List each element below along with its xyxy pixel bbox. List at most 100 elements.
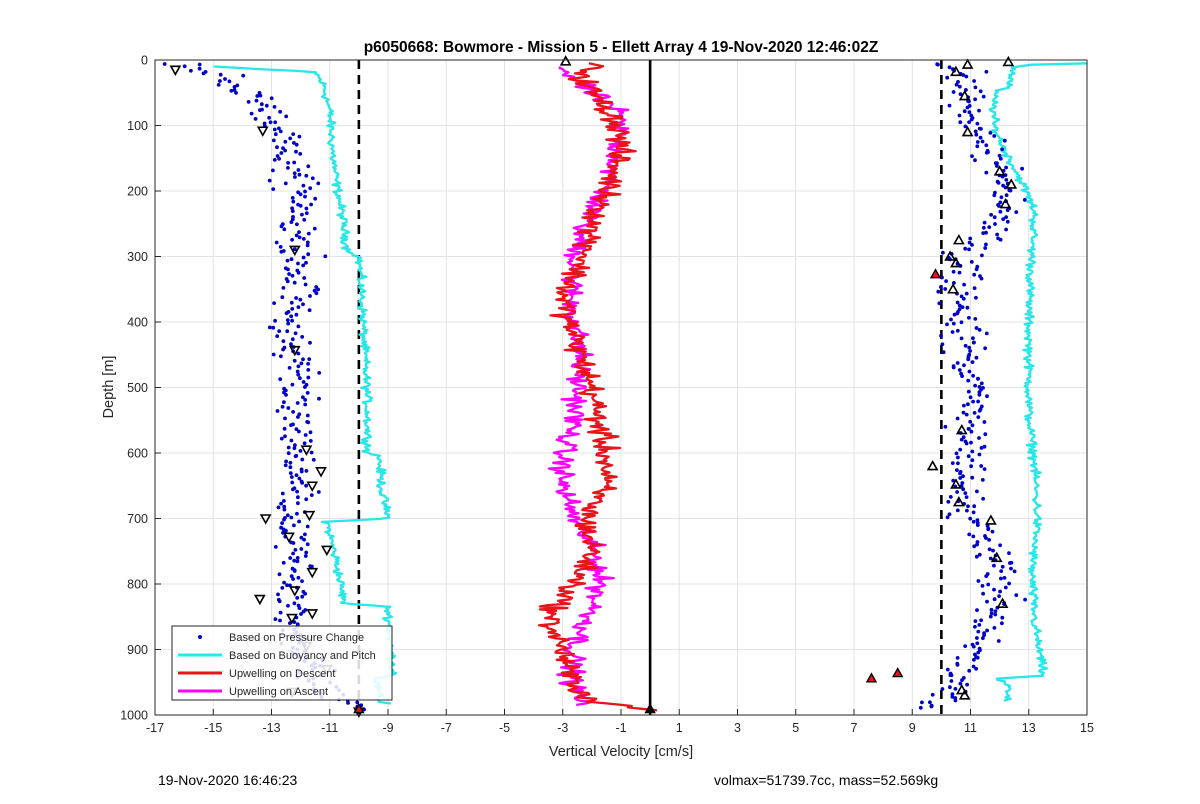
dive-marker [283,532,295,543]
pressure-descent-point [302,537,306,542]
pressure-ascent-point [999,576,1003,581]
pressure-ascent-point [951,269,956,274]
pressure-descent-point [273,545,278,549]
pressure-ascent-point [982,633,986,637]
pressure-descent-point [298,297,303,302]
pressure-ascent-point [1009,566,1013,571]
pressure-descent-point [290,337,295,342]
pressure-ascent-point [990,529,995,534]
pressure-ascent-point [984,69,989,74]
pressure-descent-point [301,302,305,307]
x-tick-label: -9 [382,721,393,735]
pressure-descent-point [303,385,307,389]
pressure-ascent-point [943,424,948,429]
pressure-ascent-point [974,132,979,137]
pressure-ascent-point [998,200,1003,205]
x-axis-label: Vertical Velocity [cm/s] [549,744,693,760]
pressure-descent-point [288,460,293,465]
pressure-descent-point [286,161,290,165]
pressure-descent-point [296,324,301,329]
climb-marker [990,551,1003,563]
pressure-ascent-point [1000,615,1005,620]
pressure-descent-point [275,154,280,158]
pressure-descent-point [297,429,301,434]
pressure-ascent-point [963,124,968,129]
pressure-ascent-point [974,355,979,360]
pressure-ascent-point [941,350,946,355]
pressure-ascent-point [993,612,998,617]
climb-marker [1005,178,1018,189]
pressure-ascent-point [949,679,954,683]
pressure-ascent-point [952,312,957,317]
pressure-ascent-point [987,547,992,552]
pressure-ascent-point [935,62,940,67]
pressure-ascent-point [957,368,962,372]
dive-marker [288,345,301,357]
pressure-descent-point [301,183,306,188]
pressure-ascent-point [1009,560,1014,565]
x-tick-label: -1 [615,721,626,735]
pressure-descent-point [291,541,296,545]
pressure-descent-point [304,469,309,473]
pressure-ascent-point [978,135,983,140]
pressure-ascent-point [955,663,960,667]
pressure-ascent-point [1020,166,1024,171]
buoyancy-descent-line [213,65,398,705]
pressure-descent-point [286,451,291,456]
pressure-ascent-point [979,446,984,450]
pressure-descent-point [299,612,303,616]
pressure-descent-point [297,235,302,240]
pressure-descent-point [302,276,307,280]
dive-marker [303,510,316,522]
climb-marker [950,256,962,268]
pressure-descent-point [286,445,291,450]
pressure-ascent-point [968,419,973,424]
pressure-descent-point [310,176,315,181]
pressure-ascent-point [977,392,982,397]
pressure-ascent-point [963,491,968,495]
pressure-descent-point [234,91,238,95]
pressure-ascent-point [977,108,981,113]
pressure-descent-point [275,334,280,338]
pressure-descent-point [309,202,313,207]
pressure-ascent-point [955,508,960,513]
y-tick-label: 400 [127,316,148,330]
pressure-ascent-point [979,126,983,131]
pressure-ascent-point [973,85,978,90]
x-axis: -17 -15 -13 -11 -9 -7 -5 -3 -1 1 3 5 7 9 11 13 15 [146,709,1094,735]
pressure-ascent-point [954,82,959,87]
pressure-descent-point [294,473,299,478]
pressure-ascent-point [977,385,982,389]
pressure-descent-point [316,181,321,186]
pressure-descent-point [298,152,303,156]
pressure-descent-point [298,192,303,197]
pressure-descent-point [279,501,283,506]
y-tick-label: 800 [127,578,148,592]
pressure-descent-point [297,519,301,524]
upwelling-descent-line [537,62,658,712]
pressure-descent-point [294,142,299,147]
pressure-ascent-point [976,650,981,655]
pressure-descent-point [283,148,287,153]
pressure-descent-point [254,98,259,103]
pressure-ascent-point [987,225,992,230]
pressure-ascent-point [998,589,1002,594]
pressure-ascent-point [963,246,968,251]
pressure-ascent-point [998,237,1003,242]
pressure-ascent-point [958,92,963,96]
pressure-ascent-point [957,303,962,308]
pressure-descent-point [282,517,286,522]
pressure-ascent-point [962,403,966,408]
pressure-ascent-point [928,700,932,705]
pressure-ascent-point [981,591,985,596]
pressure-descent-point [289,342,293,347]
pressure-ascent-point [976,415,981,419]
dive-marker [288,586,301,597]
pressure-ascent-point [968,395,973,400]
dive-marker [306,567,319,579]
pressure-descent-point [290,209,295,214]
pressure-descent-point [298,376,302,381]
pressure-descent-point [292,247,297,252]
pressure-ascent-point [946,499,951,504]
climb-marker [961,58,974,69]
